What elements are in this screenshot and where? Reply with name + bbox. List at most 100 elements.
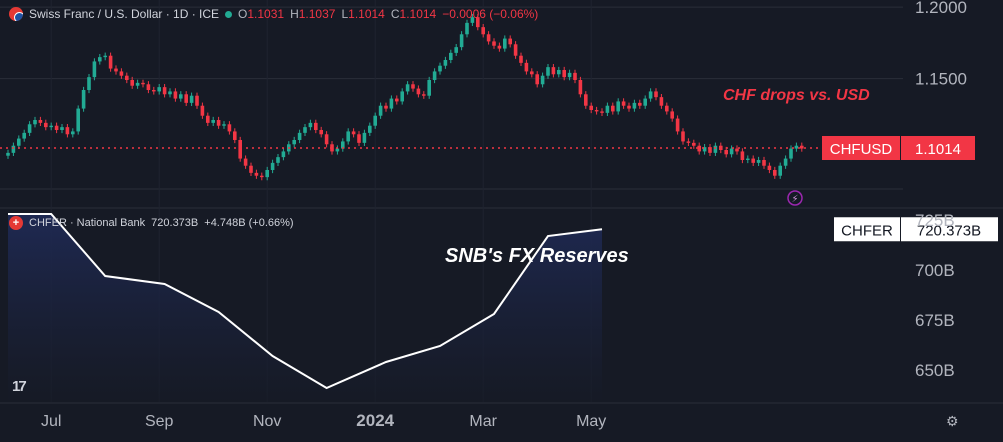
candle-body [297, 132, 302, 140]
candle-body [71, 131, 75, 135]
event-lightning-icon [787, 190, 803, 206]
candle-body [346, 131, 350, 142]
candle-body [119, 71, 124, 76]
market-status-icon [225, 10, 233, 18]
price-legend: Swiss Franc / U.S. Dollar · 1D · ICE O1.… [9, 7, 538, 21]
candle-body [265, 170, 269, 178]
price-tick-label: 1.2000 [915, 0, 967, 17]
candle-body [697, 145, 701, 152]
candle-body [368, 125, 372, 133]
candle-body [303, 127, 307, 133]
candle-body [681, 131, 685, 142]
candle-body [146, 84, 151, 90]
candle-body [6, 152, 10, 156]
settings-gear-icon[interactable]: ⚙ [946, 413, 959, 429]
time-tick-label: May [576, 413, 606, 430]
symbol-title[interactable]: Swiss Franc / U.S. Dollar · 1D · ICE [29, 7, 220, 21]
candle-body [465, 22, 469, 35]
candle-body [184, 94, 188, 103]
candle-body [449, 52, 453, 60]
candle-body [524, 62, 529, 72]
reserves-name-box [834, 217, 900, 242]
candle-body [22, 132, 26, 139]
candle-body [492, 41, 496, 46]
candle-body [114, 68, 118, 72]
candle-body [794, 145, 799, 149]
candle-body [49, 125, 53, 128]
candle-body [411, 84, 415, 89]
reserves-value: 720.373B [917, 222, 981, 239]
candle-body [546, 67, 550, 76]
candle-body [162, 87, 167, 95]
candle-body [249, 165, 253, 173]
indicator-name[interactable]: CHFER · National Bank [29, 217, 146, 229]
candle-body [692, 142, 696, 146]
reserves-area-fill [8, 214, 602, 402]
last-price-name: CHFUSD [830, 141, 893, 158]
candle-body [497, 45, 502, 49]
candle-body [702, 147, 707, 152]
candle-body [216, 120, 221, 126]
candle-body [189, 95, 194, 103]
candle-body [643, 98, 647, 106]
candle-body [362, 132, 367, 143]
candle-body [724, 150, 728, 155]
candle-body [222, 124, 226, 126]
candle-body [481, 27, 485, 35]
time-tick-label: Mar [469, 413, 497, 430]
reserves-tick-label: 700B [915, 261, 955, 280]
candle-body [276, 157, 280, 163]
candle-body [519, 55, 523, 63]
candle-body [557, 70, 561, 75]
time-tick-label: Jul [41, 413, 61, 430]
candle-body [562, 70, 566, 78]
indicator-change: +4.748B (+0.66%) [204, 217, 294, 229]
candle-body [686, 141, 691, 143]
candle-body [746, 158, 750, 160]
candle-body [238, 140, 242, 159]
candle-body [324, 134, 329, 145]
lightning-glyph: ⚡ [791, 194, 798, 205]
candle-body [740, 151, 745, 160]
candle-body [152, 90, 156, 92]
candle-body [405, 84, 410, 92]
candle-body [60, 127, 64, 130]
time-tick-label: Sep [145, 413, 174, 430]
candle-body [200, 105, 205, 116]
candle-body [783, 158, 788, 166]
candle-body [54, 125, 59, 130]
candle-body [44, 122, 48, 128]
candle-body [778, 165, 782, 176]
candle-body [92, 61, 97, 78]
change-value: −0.0006 (−0.06%) [442, 7, 539, 21]
candle-body [654, 91, 658, 98]
axes-layer: 1.2000 1.1500 725B 700B 675B 650B Jul Sep Nov 202… [41, 0, 967, 430]
candle-body [535, 74, 539, 85]
tradingview-logo-icon[interactable]: 17 [12, 378, 27, 395]
candle-body [281, 151, 286, 158]
candle-body [65, 127, 70, 135]
swiss-flag-icon: + [9, 216, 23, 230]
last-price-value: 1.1014 [915, 141, 961, 158]
candle-body [373, 115, 377, 126]
reserves-area [8, 213, 603, 402]
candle-body [756, 160, 761, 163]
candle-body [98, 57, 102, 62]
candle-body [605, 105, 610, 113]
time-tick-label: 2024 [356, 411, 394, 430]
close-value: 1.1014 [399, 7, 437, 21]
candle-body [638, 102, 642, 106]
candle-body [773, 170, 777, 176]
reserves-line [8, 213, 603, 390]
last-price-name-box [822, 136, 900, 160]
candle-body [314, 122, 318, 130]
candle-body [729, 148, 734, 155]
candle-body [735, 148, 739, 152]
candlestick-series [6, 14, 804, 181]
candle-body [233, 131, 237, 140]
candle-body [438, 65, 442, 72]
reserves-name: CHFER [841, 222, 893, 239]
candle-body [427, 80, 431, 96]
indicator-value: 720.373B [151, 217, 199, 229]
